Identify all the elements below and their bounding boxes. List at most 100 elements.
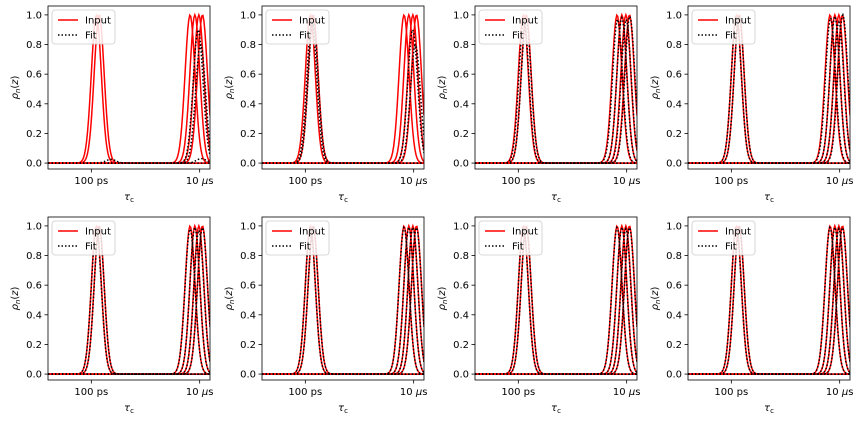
x-tick-label: 10 μs (826, 176, 854, 187)
subplot-1: 0.0 0.2 0.4 0.6 0.8 1.0 100 ps 10 μs τc ρn(z) Inpu… (10, 5, 214, 204)
x-tick-label: 10 μs (613, 176, 641, 187)
legend-box (478, 220, 543, 256)
y-tick-label: 1.0 (26, 221, 42, 232)
y-tick-label: 0.4 (666, 310, 682, 321)
fit-curve-6 (475, 226, 637, 375)
x-tick-label: 10 μs (826, 387, 854, 398)
y-axis-label: ρn(z) (437, 75, 449, 99)
fit-curve-4 (262, 44, 424, 164)
y-tick-label: 0.6 (26, 281, 42, 292)
x-tick-label: 100 ps (501, 387, 535, 398)
y-tick-label: 0.0 (240, 159, 256, 170)
fit-curve-4 (48, 157, 210, 164)
input-legend-label: Input (85, 16, 111, 27)
subplot-7: 0.0 0.2 0.4 0.6 0.8 1.0 100 ps 10 μs τc ρn(z) Inpu… (437, 216, 640, 415)
axes-frame (687, 5, 851, 170)
y-tick-label: 0.0 (453, 159, 469, 170)
y-tick-label: 0.0 (666, 159, 682, 170)
x-tick-label: 100 ps (74, 387, 108, 398)
series-group (48, 12, 210, 164)
legend: Input Fit (265, 9, 330, 45)
y-tick-label: 0.2 (453, 129, 469, 140)
y-tick-label: 1.0 (666, 221, 682, 232)
x-axis-label: τc (338, 192, 348, 204)
legend-box (51, 9, 116, 45)
y-tick-label: 0.4 (453, 99, 469, 110)
fit-curve-6 (688, 226, 850, 375)
fit-curve-6 (688, 12, 850, 164)
fit-legend-label: Fit (299, 31, 311, 42)
y-tick-label: 0.8 (453, 251, 469, 262)
legend: Input Fit (478, 220, 543, 256)
legend: Input Fit (478, 9, 543, 45)
input-legend-label: Input (725, 16, 751, 27)
y-tick-label: 0.6 (666, 70, 682, 81)
x-axis-label: τc (764, 403, 774, 415)
y-tick-label: 0.2 (453, 340, 469, 351)
x-tick-label: 10 μs (400, 387, 428, 398)
y-axis-label: ρn(z) (10, 75, 22, 99)
x-axis-label: τc (124, 192, 134, 204)
x-tick-label: 100 ps (288, 387, 322, 398)
y-tick-label: 0.2 (240, 129, 256, 140)
y-axis-label: ρn(z) (650, 75, 662, 99)
legend-box (691, 9, 756, 45)
y-tick-label: 0.6 (26, 70, 42, 81)
subplot-2: 0.0 0.2 0.4 0.6 0.8 1.0 100 ps 10 μs τc ρn(z) Inpu… (224, 5, 428, 204)
fit-legend-label: Fit (85, 242, 97, 253)
y-axis-label: ρn(z) (10, 286, 22, 310)
x-axis-label: τc (338, 403, 348, 415)
series-group (262, 12, 424, 164)
fit-legend-label: Fit (299, 242, 311, 253)
x-tick-label: 10 μs (186, 176, 214, 187)
legend: Input Fit (265, 220, 330, 256)
axes-frame (474, 5, 638, 170)
y-tick-label: 0.8 (666, 251, 682, 262)
y-tick-label: 0.4 (240, 310, 256, 321)
subplot-3: 0.0 0.2 0.4 0.6 0.8 1.0 100 ps 10 μs τc ρn(z) Inpu… (437, 5, 641, 204)
y-axis-label: ρn(z) (437, 286, 449, 310)
y-tick-label: 0.4 (26, 99, 42, 110)
subplot-4: 0.0 0.2 0.4 0.6 0.8 1.0 100 ps 10 μs τc ρn(z) Inpu… (650, 5, 854, 204)
y-tick-label: 0.4 (453, 310, 469, 321)
y-tick-label: 0.6 (666, 281, 682, 292)
axes-frame (47, 5, 211, 170)
y-tick-label: 0.8 (240, 251, 256, 262)
x-tick-label: 10 μs (400, 176, 428, 187)
y-tick-label: 1.0 (26, 10, 42, 21)
y-tick-label: 0.2 (26, 340, 42, 351)
legend: Input Fit (51, 9, 116, 45)
x-axis-label: τc (551, 403, 561, 415)
fit-curve-6 (262, 226, 424, 375)
fit-legend-label: Fit (85, 31, 97, 42)
fit-legend-label: Fit (512, 242, 524, 253)
y-tick-label: 1.0 (453, 221, 469, 232)
x-axis-label: τc (764, 192, 774, 204)
x-tick-label: 10 μs (186, 387, 214, 398)
fit-curve-2 (262, 22, 424, 164)
y-tick-label: 0.8 (240, 40, 256, 51)
subplot-8: 0.0 0.2 0.4 0.6 0.8 1.0 100 ps 10 μs τc ρn(z) Inpu… (650, 216, 854, 415)
axes-frame (261, 216, 425, 381)
y-tick-label: 1.0 (666, 10, 682, 21)
y-tick-label: 0.0 (26, 159, 42, 170)
x-tick-label: 100 ps (288, 176, 322, 187)
y-tick-label: 1.0 (240, 221, 256, 232)
fit-curve-6 (475, 14, 637, 164)
input-legend-label: Input (512, 227, 538, 238)
y-tick-label: 0.8 (26, 40, 42, 51)
x-tick-label: 100 ps (714, 176, 748, 187)
y-tick-label: 0.0 (240, 370, 256, 381)
y-tick-label: 0.0 (666, 370, 682, 381)
series-group (475, 12, 637, 164)
y-tick-label: 0.0 (453, 370, 469, 381)
legend-box (265, 220, 330, 256)
axes-frame (474, 216, 638, 381)
legend: Input Fit (691, 220, 756, 256)
axes-frame (687, 216, 851, 381)
x-axis-label: τc (124, 403, 134, 415)
input-legend-label: Input (299, 16, 325, 27)
y-tick-label: 0.2 (240, 340, 256, 351)
y-tick-label: 1.0 (453, 10, 469, 21)
